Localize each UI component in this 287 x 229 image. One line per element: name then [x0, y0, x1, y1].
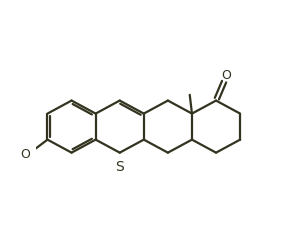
- Text: O: O: [221, 69, 231, 82]
- Text: O: O: [21, 147, 31, 160]
- Text: S: S: [115, 159, 124, 173]
